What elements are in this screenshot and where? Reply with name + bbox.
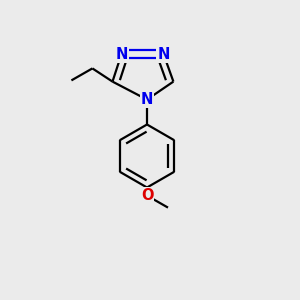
Text: N: N bbox=[115, 46, 128, 62]
Text: O: O bbox=[141, 188, 153, 203]
Text: N: N bbox=[141, 92, 153, 107]
Text: N: N bbox=[157, 46, 170, 62]
